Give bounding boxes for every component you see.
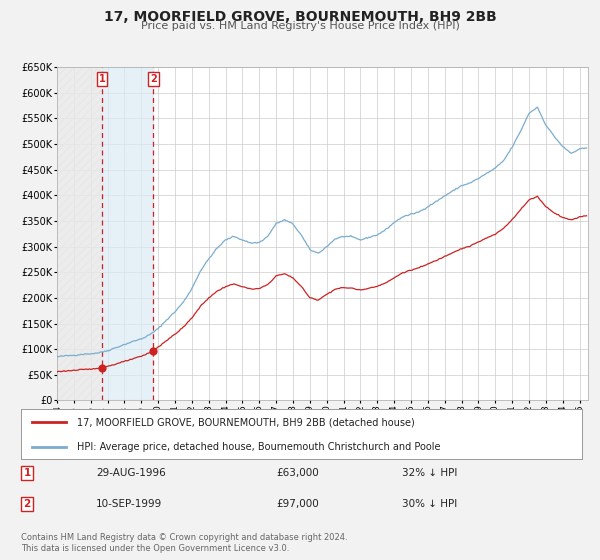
Text: 2: 2 <box>23 499 31 509</box>
Bar <box>57 67 102 400</box>
Text: Price paid vs. HM Land Registry's House Price Index (HPI): Price paid vs. HM Land Registry's House … <box>140 21 460 31</box>
Text: 2: 2 <box>150 74 157 84</box>
Text: 1: 1 <box>23 468 31 478</box>
Text: Contains HM Land Registry data © Crown copyright and database right 2024.
This d: Contains HM Land Registry data © Crown c… <box>21 533 347 553</box>
Text: 29-AUG-1996: 29-AUG-1996 <box>96 468 166 478</box>
Text: HPI: Average price, detached house, Bournemouth Christchurch and Poole: HPI: Average price, detached house, Bour… <box>77 442 440 451</box>
Point <box>148 346 158 355</box>
Text: £97,000: £97,000 <box>276 499 319 509</box>
Text: 30% ↓ HPI: 30% ↓ HPI <box>402 499 457 509</box>
Text: 17, MOORFIELD GROVE, BOURNEMOUTH, BH9 2BB (detached house): 17, MOORFIELD GROVE, BOURNEMOUTH, BH9 2B… <box>77 417 415 427</box>
Text: 32% ↓ HPI: 32% ↓ HPI <box>402 468 457 478</box>
Text: £63,000: £63,000 <box>276 468 319 478</box>
Text: 1: 1 <box>98 74 105 84</box>
Text: 17, MOORFIELD GROVE, BOURNEMOUTH, BH9 2BB: 17, MOORFIELD GROVE, BOURNEMOUTH, BH9 2B… <box>104 10 496 24</box>
Text: 10-SEP-1999: 10-SEP-1999 <box>96 499 162 509</box>
Bar <box>102 67 153 400</box>
Point <box>97 363 107 372</box>
